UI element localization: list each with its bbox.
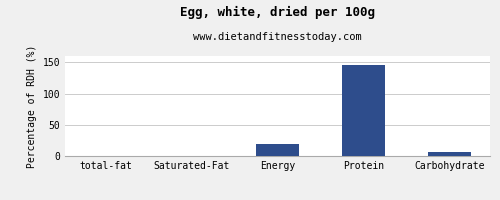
Bar	[256, 144, 299, 156]
Bar	[428, 152, 470, 156]
Text: Egg, white, dried per 100g: Egg, white, dried per 100g	[180, 6, 375, 19]
Bar	[342, 65, 385, 156]
Text: www.dietandfitnesstoday.com: www.dietandfitnesstoday.com	[193, 32, 362, 42]
Y-axis label: Percentage of RDH (%): Percentage of RDH (%)	[27, 44, 37, 168]
